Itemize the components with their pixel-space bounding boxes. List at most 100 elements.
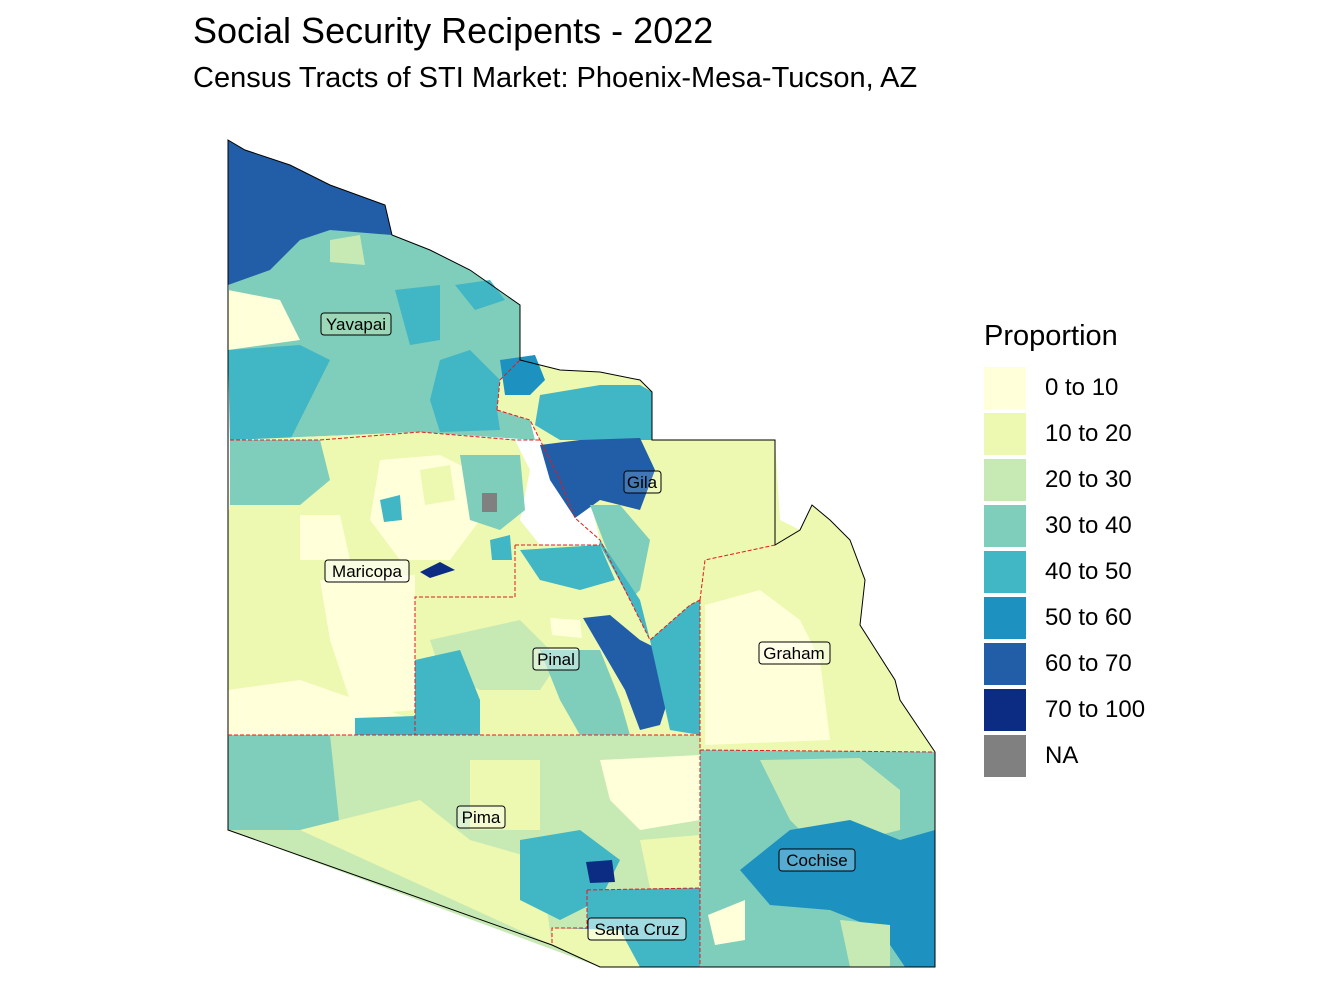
tract-region: [230, 440, 330, 505]
tract-region: [380, 495, 402, 522]
legend-swatch: [984, 367, 1026, 409]
county-label-text: Graham: [763, 644, 824, 663]
county-boundaries: [228, 359, 936, 967]
county-boundary: [496, 409, 701, 641]
legend-label: NA: [1045, 742, 1079, 769]
legend-label: 10 to 20: [1045, 420, 1132, 447]
legend-label: 20 to 30: [1045, 466, 1132, 493]
tract-region: [600, 755, 700, 830]
legend-swatch: [984, 413, 1026, 455]
tract-region: [470, 760, 540, 830]
county-label-text: Santa Cruz: [594, 920, 679, 939]
tract-region: [415, 650, 480, 735]
legend-item: 10 to 20: [984, 411, 1145, 457]
legend-label: 60 to 70: [1045, 650, 1132, 677]
county-pinal: [415, 545, 700, 735]
county-cochise: [700, 750, 935, 967]
tract-region: [300, 515, 350, 560]
legend-items: 0 to 10 10 to 20 20 to 30 30 to 40 40 to 50 5…: [984, 365, 1145, 779]
legend-item: 50 to 60: [984, 595, 1145, 641]
county-label-pinal: Pinal: [532, 647, 580, 671]
county-label-yavapai: Yavapai: [320, 312, 392, 336]
county-labels: Yavapai Gila Maricopa Pinal Graham Pima …: [320, 312, 856, 941]
legend-swatch: [984, 505, 1026, 547]
tract-region: [300, 800, 600, 967]
legend-label: 40 to 50: [1045, 558, 1132, 585]
legend-item: 20 to 30: [984, 457, 1145, 503]
county-label-cochise: Cochise: [778, 848, 856, 872]
legend-swatch: [984, 551, 1026, 593]
county-maricopa: [228, 432, 540, 735]
tract-region: [420, 465, 455, 505]
tract-region: [540, 650, 630, 735]
county-boundary: [414, 545, 516, 735]
county-boundary: [699, 749, 936, 753]
legend-item: 30 to 40: [984, 503, 1145, 549]
county-label-text: Pinal: [537, 650, 575, 669]
legend-label: 30 to 40: [1045, 512, 1132, 539]
tract-region: [460, 455, 525, 530]
county-boundary: [230, 431, 540, 441]
legend-swatch: [984, 643, 1026, 685]
county-label-santa-cruz: Santa Cruz: [587, 917, 687, 941]
legend-title: Proportion: [984, 320, 1118, 352]
tract-region: [705, 590, 830, 745]
county-yavapai: [228, 140, 535, 440]
legend: Proportion 0 to 10 10 to 20 20 to 30 30 to …: [984, 320, 1145, 779]
tract-region: [583, 615, 668, 730]
tract-region: [550, 618, 582, 638]
tract-region: [430, 350, 500, 432]
tract-region: [540, 438, 655, 518]
legend-item: 60 to 70: [984, 641, 1145, 687]
tract-region: [395, 285, 440, 345]
legend-label: 70 to 100: [1045, 696, 1146, 723]
tract-region: [500, 355, 545, 395]
county-label-text: Cochise: [786, 851, 847, 870]
legend-item: 70 to 100: [984, 687, 1145, 733]
county-label-text: Maricopa: [332, 562, 402, 581]
tract-region: [586, 860, 615, 883]
tract-region: [355, 716, 415, 735]
county-boundary: [551, 890, 588, 945]
legend-label: 0 to 10: [1045, 374, 1119, 401]
market-outline: [227, 139, 936, 968]
tract-region: [590, 505, 650, 600]
county-label-maricopa: Maricopa: [324, 559, 410, 583]
county-boundary: [496, 359, 521, 411]
county-label-graham: Graham: [758, 641, 831, 665]
tract-region: [520, 545, 615, 590]
tract-region: [455, 280, 505, 310]
tract-region: [640, 835, 700, 888]
legend-swatch: [984, 735, 1026, 777]
county-pima: [228, 735, 700, 967]
county-label-text: Yavapai: [326, 315, 386, 334]
tract-region: [320, 340, 430, 432]
tract-region: [320, 575, 415, 715]
legend-swatch: [984, 459, 1026, 501]
tract-region: [370, 455, 480, 560]
county-label-text: Gila: [627, 473, 658, 492]
county-graham: [700, 440, 935, 752]
legend-swatch: [984, 689, 1026, 731]
legend-swatch: [984, 597, 1026, 639]
legend-item: 40 to 50: [984, 549, 1145, 595]
tract-region: [420, 562, 455, 578]
tract-region: [650, 600, 700, 735]
legend-item: NA: [984, 733, 1145, 779]
county-label-text: Pima: [462, 808, 501, 827]
legend-label: 50 to 60: [1045, 604, 1132, 631]
tract-region: [228, 345, 330, 440]
map-subtitle: Census Tracts of STI Market: Phoenix-Mes…: [193, 62, 918, 94]
map-title: Social Security Recipents - 2022: [193, 10, 714, 51]
tract-region: [840, 920, 890, 967]
county-label-pima: Pima: [456, 805, 506, 829]
county-gila: [497, 355, 775, 640]
county-boundary: [699, 544, 776, 601]
tract-region: [482, 493, 497, 512]
tract-region: [708, 900, 745, 945]
county-boundary: [586, 887, 701, 891]
tract-region: [228, 510, 300, 680]
tract-region: [228, 735, 340, 830]
tract-region: [535, 385, 652, 440]
